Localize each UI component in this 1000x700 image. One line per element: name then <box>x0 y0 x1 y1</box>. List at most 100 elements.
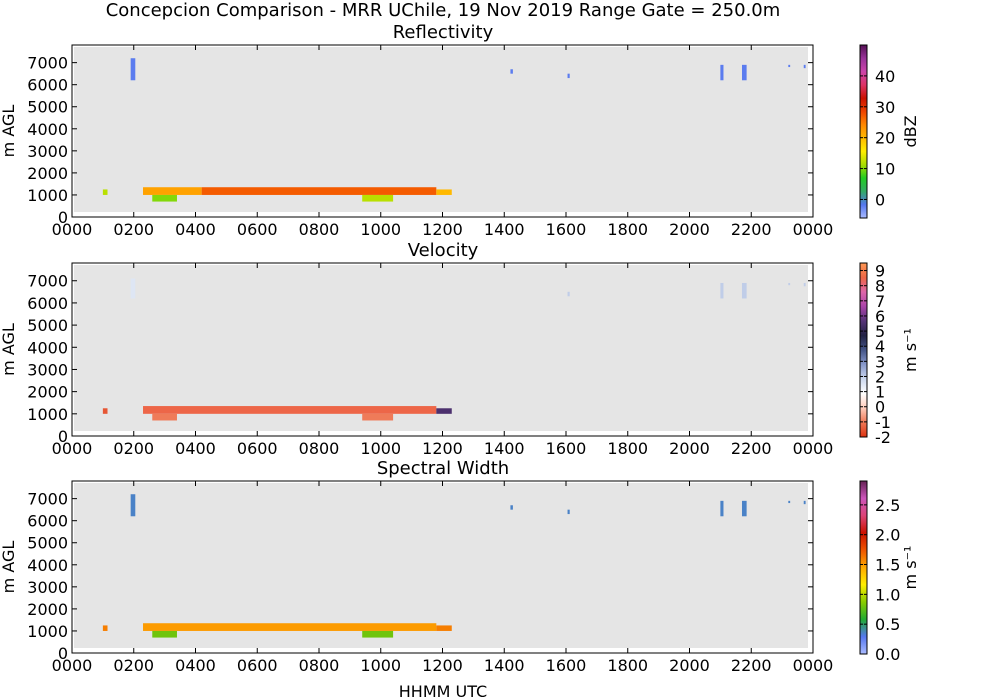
data-region <box>788 64 791 68</box>
colorbar-label: m s⁻¹ <box>901 546 920 590</box>
data-region <box>567 509 570 515</box>
data-region <box>567 291 570 297</box>
colorbar-tick-label: 9 <box>875 262 885 281</box>
x-tick-label: 1200 <box>422 439 463 458</box>
colorbar-tick-label: 2.0 <box>875 526 900 545</box>
x-tick-label: 0400 <box>175 439 216 458</box>
x-tick-label: 0600 <box>237 220 278 239</box>
y-tick-label: 0 <box>58 208 68 227</box>
x-tick-label: 0800 <box>299 220 340 239</box>
y-tick-label: 0 <box>58 644 68 663</box>
y-tick-label: 1000 <box>27 186 68 205</box>
figure-suptitle: Concepcion Comparison - MRR UChile, 19 N… <box>106 0 781 21</box>
colorbar <box>859 44 868 219</box>
x-tick-label: 2200 <box>731 656 772 675</box>
x-tick-label: 1800 <box>607 220 648 239</box>
no-data-background <box>74 265 808 431</box>
y-tick-label: 6000 <box>27 76 68 95</box>
x-tick-label: 1800 <box>607 656 648 675</box>
data-region <box>130 58 136 81</box>
x-tick-label: 1600 <box>546 656 587 675</box>
data-region <box>436 625 452 631</box>
y-tick-label: 5000 <box>27 316 68 335</box>
data-region <box>152 630 177 638</box>
data-region <box>788 500 791 504</box>
y-tick-label: 7000 <box>27 490 68 509</box>
data-region <box>788 282 791 286</box>
data-region <box>152 194 177 202</box>
data-region <box>741 500 747 517</box>
y-tick-label: 2000 <box>27 600 68 619</box>
panel-title: Reflectivity <box>393 22 494 43</box>
data-region <box>436 408 452 414</box>
colorbar-tick-label: 1.0 <box>875 585 900 604</box>
x-tick-label: 1000 <box>360 220 401 239</box>
figure-xlabel: HHMM UTC <box>399 682 487 700</box>
x-tick-label: 2200 <box>731 439 772 458</box>
data-region <box>130 494 136 517</box>
colorbar-tick-label: -1 <box>875 413 891 432</box>
colorbar-tick-label: 4 <box>875 337 885 356</box>
x-tick-label: 1200 <box>422 656 463 675</box>
data-region <box>362 413 394 421</box>
colorbar-tick-label: 2.5 <box>875 496 900 515</box>
x-tick-label: 1600 <box>546 439 587 458</box>
no-data-background <box>74 483 808 648</box>
x-tick-label: 2200 <box>731 220 772 239</box>
colorbar-tick-label: 3 <box>875 352 885 371</box>
data-region <box>152 413 177 421</box>
x-tick-label: 0600 <box>237 439 278 458</box>
x-tick-label: 0400 <box>175 656 216 675</box>
colorbar-tick-label: 6 <box>875 307 885 326</box>
no-data-background <box>74 47 808 212</box>
y-tick-label: 7000 <box>27 272 68 291</box>
data-region <box>510 505 513 510</box>
data-region <box>720 64 724 81</box>
x-tick-label: 0000 <box>793 220 834 239</box>
data-region <box>803 64 806 69</box>
x-tick-label: 2000 <box>669 220 710 239</box>
colorbar-tick-label: 0 <box>875 398 885 417</box>
x-tick-label: 0200 <box>113 220 154 239</box>
x-tick-label: 0800 <box>299 656 340 675</box>
y-tick-label: 4000 <box>27 338 68 357</box>
data-region <box>130 278 136 299</box>
x-tick-label: 1400 <box>484 439 525 458</box>
colorbar-tick-label: 2 <box>875 367 885 386</box>
y-tick-label: 2000 <box>27 164 68 183</box>
x-tick-label: 1400 <box>484 656 525 675</box>
data-region <box>803 500 806 505</box>
x-tick-label: 1000 <box>360 439 401 458</box>
data-region <box>143 187 202 195</box>
colorbar-tick-label: 0.5 <box>875 615 900 634</box>
panel-3: Spectral Width 0000 0200 0400 0600 0800 1000 12… <box>0 458 920 675</box>
data-region <box>143 406 437 414</box>
x-tick-label: 0000 <box>52 220 93 239</box>
y-tick-label: 3000 <box>27 142 68 161</box>
y-tick-label: 4000 <box>27 120 68 139</box>
y-tick-label: 1000 <box>27 622 68 641</box>
colorbar-tick-label: 5 <box>875 322 885 341</box>
y-tick-label: 0 <box>58 427 68 446</box>
x-tick-label: 1800 <box>607 439 648 458</box>
colorbar-tick-label: 1 <box>875 383 885 402</box>
y-axis-label: m AGL <box>0 105 18 158</box>
colorbar <box>859 480 868 655</box>
x-tick-label: 0000 <box>52 656 93 675</box>
x-tick-label: 1400 <box>484 220 525 239</box>
colorbar-tick-label: 1.5 <box>875 556 900 575</box>
data-region <box>567 73 570 79</box>
data-region <box>720 282 724 299</box>
data-region <box>720 500 724 517</box>
x-tick-label: 0000 <box>52 439 93 458</box>
x-tick-label: 0600 <box>237 656 278 675</box>
colorbar-tick-label: 20 <box>875 129 895 148</box>
data-region <box>102 625 108 631</box>
colorbar-tick-label: 0.0 <box>875 645 900 664</box>
colorbar-tick-label: 8 <box>875 277 885 296</box>
y-axis-label: m AGL <box>0 323 18 376</box>
panel-title: Spectral Width <box>377 458 509 479</box>
y-tick-label: 4000 <box>27 556 68 575</box>
